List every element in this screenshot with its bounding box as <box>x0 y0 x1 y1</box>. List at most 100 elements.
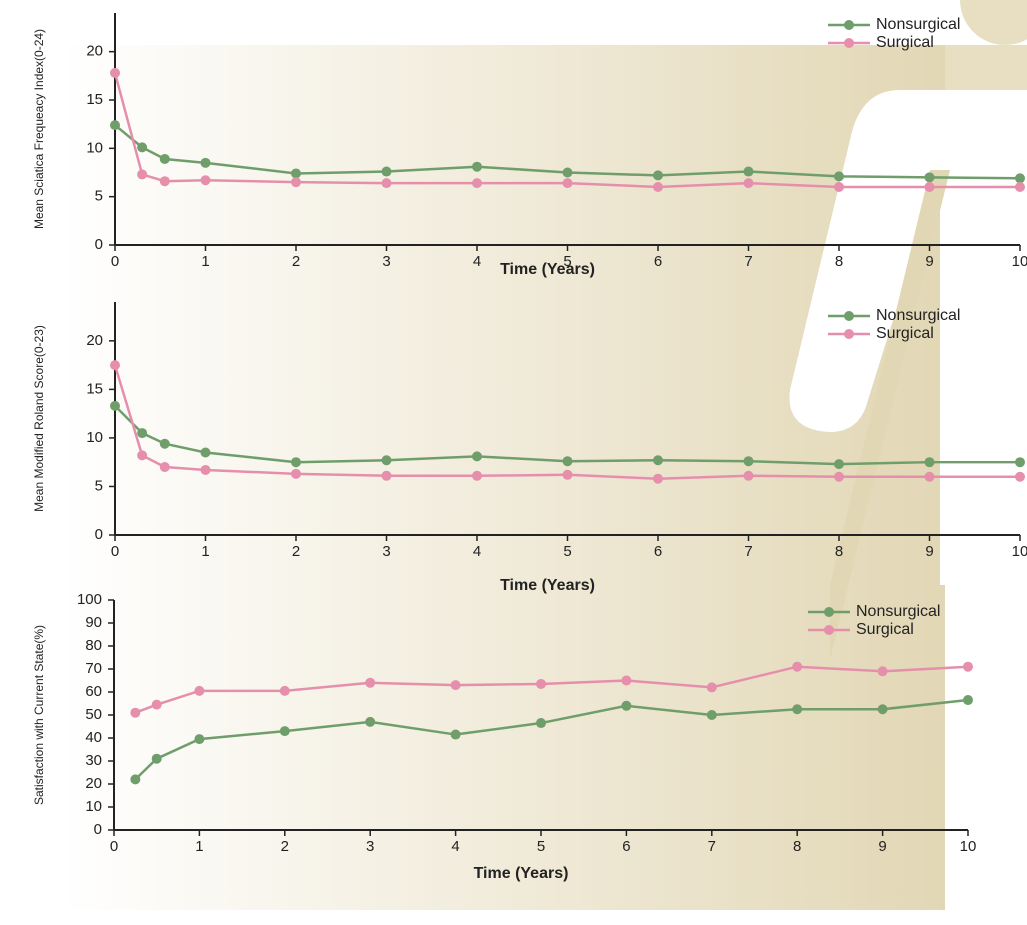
data-point <box>194 686 204 696</box>
data-point <box>925 472 935 482</box>
x-tick-label: 3 <box>382 253 390 270</box>
data-point <box>201 465 211 475</box>
chart-page: 05101520012345678910Time (Years)Mean Sci… <box>0 0 1027 925</box>
y-tick-label: 5 <box>95 188 103 205</box>
x-tick-label: 5 <box>537 838 545 855</box>
y-tick-label: 5 <box>95 477 103 494</box>
data-point <box>653 182 663 192</box>
data-point <box>707 682 717 692</box>
data-point <box>878 704 888 714</box>
y-axis-title: Mean Modified Roland Score(0-23) <box>32 325 46 512</box>
x-tick-label: 7 <box>708 838 716 855</box>
x-tick-label: 4 <box>473 543 481 560</box>
data-point <box>365 678 375 688</box>
data-point <box>110 120 120 130</box>
legend-label: Surgical <box>876 325 934 342</box>
x-tick-label: 0 <box>111 543 119 560</box>
x-tick-label: 2 <box>292 253 300 270</box>
y-tick-label: 0 <box>95 236 103 253</box>
data-point <box>834 182 844 192</box>
data-point <box>451 680 461 690</box>
y-tick-label: 10 <box>86 139 103 156</box>
data-point <box>563 456 573 466</box>
x-tick-label: 9 <box>925 543 933 560</box>
data-point <box>201 158 211 168</box>
data-point <box>834 459 844 469</box>
data-point <box>963 662 973 672</box>
data-point <box>382 471 392 481</box>
data-point <box>653 170 663 180</box>
data-point <box>878 666 888 676</box>
data-point <box>1015 472 1025 482</box>
legend-label: Nonsurgical <box>876 16 960 33</box>
data-point <box>536 679 546 689</box>
x-tick-label: 9 <box>878 838 886 855</box>
x-axis-title: Time (Years) <box>500 261 595 278</box>
y-tick-label: 100 <box>77 591 102 608</box>
data-point <box>160 154 170 164</box>
data-point <box>563 178 573 188</box>
data-point <box>280 726 290 736</box>
data-point <box>152 700 162 710</box>
x-tick-label: 8 <box>835 543 843 560</box>
x-tick-label: 9 <box>925 253 933 270</box>
x-tick-label: 10 <box>1012 253 1027 270</box>
y-tick-label: 30 <box>85 752 102 769</box>
y-tick-label: 20 <box>86 332 103 349</box>
y-tick-label: 50 <box>85 706 102 723</box>
x-tick-label: 8 <box>793 838 801 855</box>
data-point <box>130 708 140 718</box>
data-point <box>382 167 392 177</box>
legend-marker <box>824 607 834 617</box>
legend-marker <box>844 20 854 30</box>
data-point <box>110 401 120 411</box>
data-point <box>291 469 301 479</box>
data-point <box>653 455 663 465</box>
data-point <box>563 168 573 178</box>
data-point <box>137 428 147 438</box>
data-point <box>744 178 754 188</box>
data-point <box>137 142 147 152</box>
y-tick-label: 15 <box>86 91 103 108</box>
y-tick-label: 40 <box>85 729 102 746</box>
x-tick-label: 6 <box>654 253 662 270</box>
data-point <box>536 718 546 728</box>
data-point <box>137 169 147 179</box>
data-point <box>1015 173 1025 183</box>
data-point <box>1015 457 1025 467</box>
y-tick-label: 20 <box>86 43 103 60</box>
y-tick-label: 90 <box>85 614 102 631</box>
data-point <box>925 182 935 192</box>
data-point <box>744 456 754 466</box>
data-point <box>1015 182 1025 192</box>
legend-label: Surgical <box>856 621 914 638</box>
x-axis-title: Time (Years) <box>474 865 569 882</box>
data-point <box>110 68 120 78</box>
x-tick-label: 3 <box>382 543 390 560</box>
legend-marker <box>844 38 854 48</box>
data-point <box>744 167 754 177</box>
data-point <box>792 662 802 672</box>
data-point <box>291 177 301 187</box>
data-point <box>925 172 935 182</box>
x-tick-label: 10 <box>960 838 977 855</box>
y-tick-label: 15 <box>86 380 103 397</box>
data-point <box>563 470 573 480</box>
x-tick-label: 1 <box>201 253 209 270</box>
data-point <box>472 178 482 188</box>
y-tick-label: 20 <box>85 775 102 792</box>
data-point <box>963 695 973 705</box>
x-tick-label: 0 <box>111 253 119 270</box>
data-point <box>137 450 147 460</box>
x-tick-label: 7 <box>744 253 752 270</box>
x-tick-label: 4 <box>451 838 459 855</box>
data-point <box>130 774 140 784</box>
data-point <box>621 701 631 711</box>
y-tick-label: 60 <box>85 683 102 700</box>
legend-label: Nonsurgical <box>876 307 960 324</box>
data-point <box>382 178 392 188</box>
legend-marker <box>844 311 854 321</box>
data-point <box>834 472 844 482</box>
x-tick-label: 1 <box>201 543 209 560</box>
y-tick-label: 70 <box>85 660 102 677</box>
